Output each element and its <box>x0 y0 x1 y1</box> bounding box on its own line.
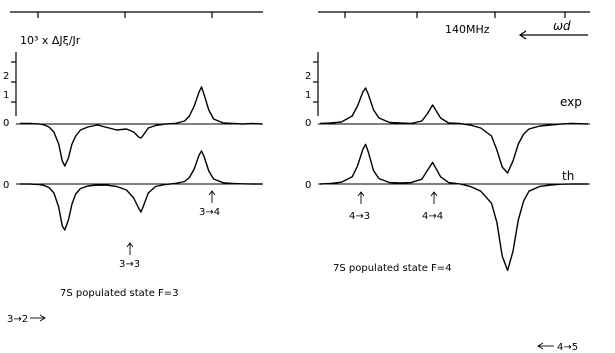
right-ytick-0: 0 <box>305 118 311 129</box>
right-scale-group: 140MHz ωd <box>445 19 588 40</box>
annot-4-4: 4→4 <box>422 211 443 222</box>
left-caption: 7S populated state F=3 <box>60 288 179 299</box>
right-exp-curve <box>319 87 589 174</box>
chart-curves <box>20 86 589 272</box>
left-th-zero: 0 <box>3 180 9 191</box>
annot-3-2: 3→2 <box>7 314 28 325</box>
annot-3-4: 3→4 <box>199 207 220 218</box>
right-th-zero: 0 <box>305 180 311 191</box>
left-ytick-0: 0 <box>3 118 9 129</box>
annot-4-5: 4→5 <box>557 342 578 353</box>
left-th-curve <box>20 150 262 231</box>
right-scale-label: 140MHz <box>445 23 490 36</box>
right-y-axis: 2 1 0 0 <box>305 52 319 191</box>
right-caption: 7S populated state F=4 <box>333 263 452 274</box>
left-ytick-2: 2 <box>3 71 9 82</box>
left-ylabel: 10³ x ΔJξ/Jr <box>20 34 81 47</box>
left-annotations: 3→2 3→3 3→4 <box>7 190 220 325</box>
series-label-th: th <box>562 169 574 183</box>
annot-3-3: 3→3 <box>119 259 140 270</box>
left-y-axis: 2 1 0 0 <box>3 52 17 191</box>
right-th-curve <box>319 143 588 272</box>
right-direction-label: ωd <box>553 19 571 33</box>
left-ytick-1: 1 <box>3 90 9 101</box>
annot-4-3: 4→3 <box>349 211 370 222</box>
right-ytick-2: 2 <box>305 71 311 82</box>
right-top-axis <box>318 11 590 18</box>
left-exp-curve <box>20 86 263 167</box>
right-ytick-1: 1 <box>305 90 311 101</box>
series-label-exp: exp <box>560 95 582 109</box>
right-annotations: 4→3 4→4 4→5 <box>349 191 578 353</box>
left-top-axis <box>10 11 263 18</box>
